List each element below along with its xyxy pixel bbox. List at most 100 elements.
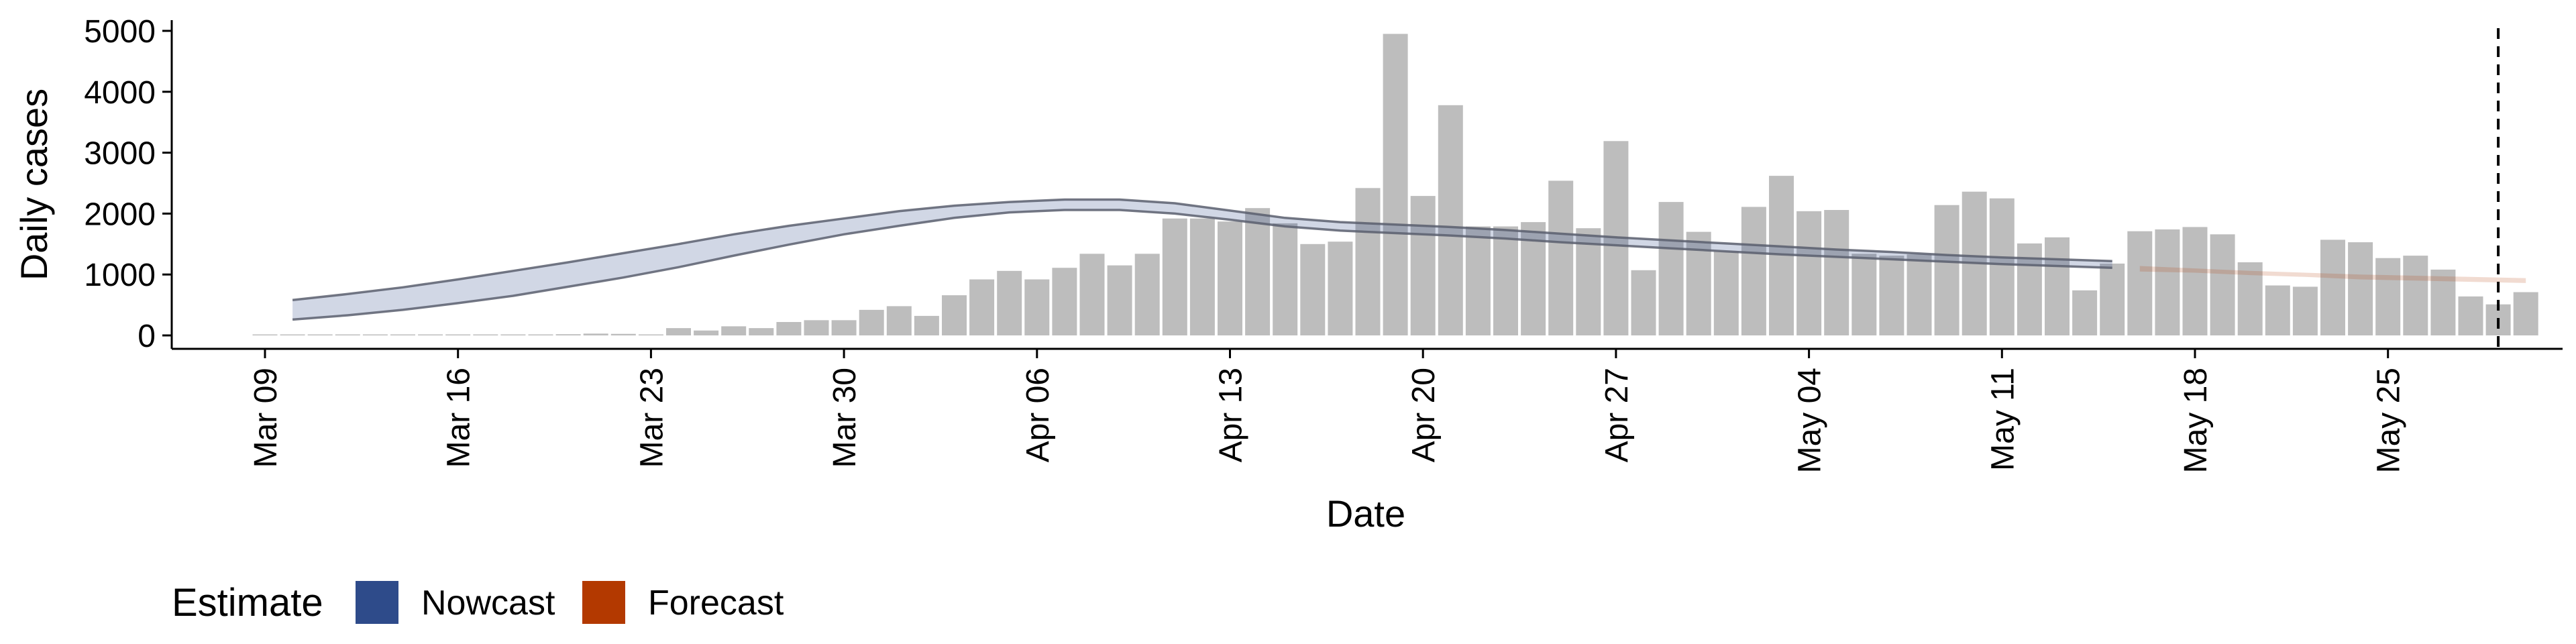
bar xyxy=(307,334,333,335)
nowcast-band xyxy=(292,199,2112,320)
bar xyxy=(2458,296,2483,335)
legend: Estimate Nowcast Forecast xyxy=(172,581,784,625)
bar xyxy=(280,334,305,335)
bar xyxy=(1024,279,1050,335)
legend-swatch-forecast xyxy=(582,581,625,624)
bar xyxy=(1907,254,1932,335)
x-tick-label: May 11 xyxy=(1985,368,2021,471)
x-tick-label: Apr 06 xyxy=(1020,368,1056,462)
x-tick-label: Mar 09 xyxy=(248,368,284,468)
bar xyxy=(1410,196,1436,335)
bar xyxy=(638,334,663,335)
bar xyxy=(1879,256,1904,335)
bar xyxy=(1189,218,1215,335)
x-tick-label: Apr 20 xyxy=(1406,368,1442,462)
y-tick-label: 2000 xyxy=(84,197,156,232)
forecast-band xyxy=(2139,266,2526,283)
bar xyxy=(418,334,443,335)
bar xyxy=(2265,285,2290,335)
bar xyxy=(914,315,939,335)
bar xyxy=(1824,210,1849,335)
bar xyxy=(2348,242,2373,335)
x-tick-label: May 25 xyxy=(2371,368,2407,473)
bar xyxy=(666,328,691,335)
bar xyxy=(1079,254,1105,335)
bar xyxy=(1465,226,1491,335)
legend-swatch-nowcast xyxy=(356,581,398,624)
x-ticks: Mar 09 Mar 16 Mar 23 Mar 30 Apr 06 Apr 13 Apr … xyxy=(248,349,2407,473)
legend-label-forecast: Forecast xyxy=(648,584,784,623)
x-tick-label: Apr 13 xyxy=(1214,368,1249,462)
bar xyxy=(694,330,719,335)
y-tick-label: 5000 xyxy=(84,14,156,50)
bar xyxy=(804,320,829,335)
bar xyxy=(2403,256,2428,335)
bar xyxy=(1383,34,1408,335)
x-tick-label: Apr 27 xyxy=(1599,368,1635,462)
bar xyxy=(1218,221,1242,335)
bar xyxy=(1162,218,1187,335)
bar xyxy=(1052,268,1077,335)
bar xyxy=(859,309,884,335)
nowcast-lower-line xyxy=(292,209,2112,321)
y-axis-label: Daily cases xyxy=(13,89,55,280)
bar xyxy=(1328,241,1353,335)
bar xyxy=(555,334,581,335)
x-tick-label: Mar 16 xyxy=(441,368,477,468)
x-tick-label: May 18 xyxy=(2178,368,2214,473)
bar xyxy=(1493,226,1518,335)
bar xyxy=(969,279,995,335)
bar xyxy=(1989,198,2015,335)
nowcast-upper-line xyxy=(292,198,2112,302)
bar xyxy=(2182,227,2208,335)
y-tick-label: 4000 xyxy=(84,75,156,111)
bar xyxy=(1273,223,1298,335)
bar xyxy=(335,334,360,335)
bar xyxy=(2072,290,2098,335)
bar xyxy=(2127,231,2153,335)
bar xyxy=(2237,262,2263,335)
x-axis-label: Date xyxy=(1326,492,1405,535)
bar xyxy=(997,270,1022,335)
bar xyxy=(1300,244,1326,335)
bar xyxy=(721,326,747,335)
bar xyxy=(886,306,912,335)
bar xyxy=(252,334,278,335)
x-tick-label: May 04 xyxy=(1792,368,1828,473)
bar xyxy=(1548,180,1574,335)
bar xyxy=(2320,239,2345,335)
bar xyxy=(2292,286,2318,335)
bar xyxy=(2430,269,2456,335)
bar xyxy=(1107,265,1132,335)
bar xyxy=(1631,270,1656,335)
bar xyxy=(362,334,388,335)
bar-series xyxy=(252,34,2538,336)
bar xyxy=(1851,254,1877,335)
bar xyxy=(1245,208,1271,335)
bar xyxy=(2375,258,2401,335)
y-tick-label: 3000 xyxy=(84,136,156,172)
axes xyxy=(170,20,2563,350)
bar xyxy=(473,334,498,335)
bar xyxy=(1134,254,1160,335)
bar xyxy=(1713,251,1739,335)
bar xyxy=(1576,228,1601,335)
bar xyxy=(831,320,857,335)
bar xyxy=(749,328,774,335)
bar xyxy=(500,334,526,335)
bar xyxy=(2513,292,2538,335)
bar xyxy=(445,334,471,335)
bar xyxy=(776,322,802,335)
y-tick-label: 1000 xyxy=(84,258,156,293)
bar xyxy=(2210,234,2235,335)
bar xyxy=(942,295,967,335)
legend-label-nowcast: Nowcast xyxy=(421,584,555,623)
bar xyxy=(2045,237,2070,335)
bar xyxy=(1355,188,1381,335)
estimate-bands xyxy=(292,198,2526,321)
y-tick-label: 0 xyxy=(138,319,156,354)
bar xyxy=(1934,205,1960,335)
bar xyxy=(390,334,415,335)
bar xyxy=(610,333,636,335)
